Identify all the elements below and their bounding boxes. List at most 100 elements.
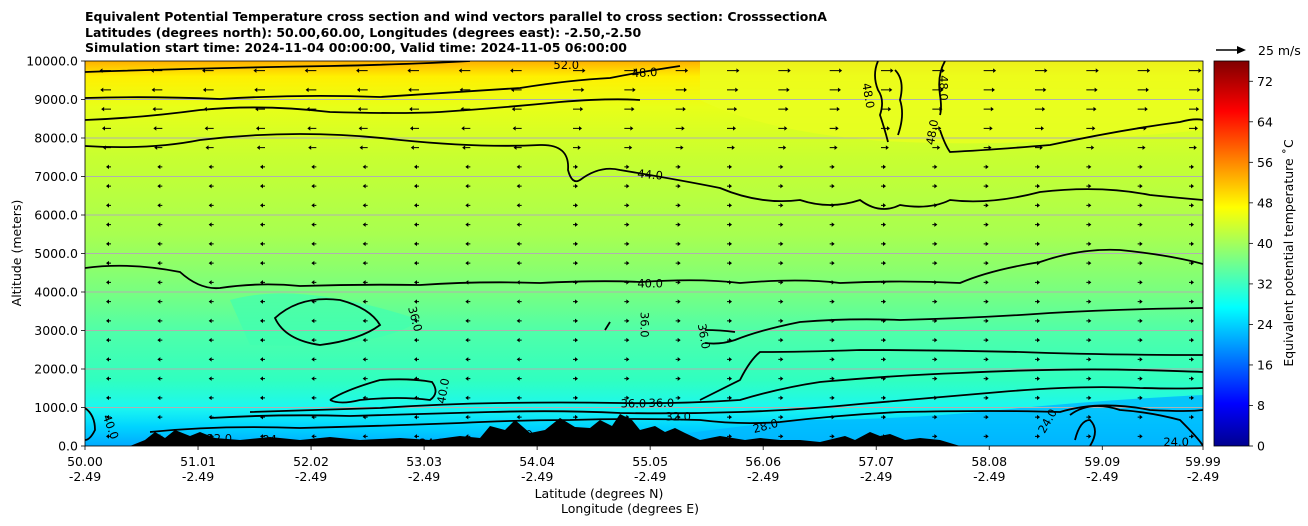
x-tick-label-lat: 59.99 (1185, 454, 1221, 469)
wind-vector-head (106, 337, 109, 343)
wind-vector-head (106, 164, 109, 170)
wind-vector-head (1088, 222, 1092, 227)
wind-vector-head (831, 183, 835, 189)
wind-vector-head (934, 414, 938, 420)
wind-vector-head (1037, 318, 1040, 324)
wind-vector-head (934, 183, 938, 189)
wind-vector-head (1037, 434, 1040, 439)
wind-vector-head (260, 376, 263, 381)
contour-48-east-c (938, 61, 946, 116)
wind-vector-head (208, 376, 212, 381)
wind-vector-head (729, 260, 732, 266)
wind-vector-head (157, 241, 161, 247)
wind-vector-head (883, 241, 886, 247)
wind-vector-head (1191, 434, 1194, 439)
contour-label: 40.0 (637, 277, 663, 291)
wind-vector-head (831, 357, 835, 362)
wind-vector-head (157, 395, 161, 401)
wind-vector-head (106, 241, 109, 247)
wind-vector-head (783, 145, 787, 150)
wind-vector-head (465, 241, 469, 247)
wind-vector-head (208, 337, 212, 343)
wind-vector-head (888, 106, 892, 112)
wind-vector-head (1191, 414, 1194, 420)
colorbar-tick-label: 48 (1257, 195, 1273, 210)
wind-vector-head (883, 183, 886, 189)
wind-vector-head (729, 357, 732, 362)
wind-vector-head (516, 299, 520, 304)
x-tick-label-lon: -2.49 (1086, 469, 1118, 484)
wind-vector-head (208, 164, 212, 170)
contour-32-surface (209, 386, 1203, 419)
wind-vector-head (1191, 241, 1194, 247)
wind-vector-head (260, 434, 263, 439)
wind-vector-head (677, 241, 681, 247)
wind-vector-head (208, 357, 212, 362)
wind-vector-head (362, 222, 366, 227)
wind-vector-head (362, 260, 366, 266)
wind-vector-head (208, 280, 212, 285)
wind-vector-head (780, 164, 784, 170)
wind-vector-head (516, 318, 520, 324)
wind-vector-head (575, 318, 578, 324)
wind-vector-head (831, 395, 835, 401)
wind-vector-head (465, 357, 469, 362)
wind-vector-head (1139, 376, 1143, 381)
wind-vector-head (157, 299, 161, 304)
wind-vector-head (1139, 414, 1143, 420)
contour-label: 24.0 (1163, 435, 1189, 449)
wind-vector-head (883, 260, 886, 266)
wind-vector-head (414, 414, 417, 420)
wind-vector-head (157, 260, 161, 266)
x-tick-label-lon: -2.49 (973, 469, 1005, 484)
wind-vector-head (1092, 126, 1096, 131)
wind-vector-head (632, 87, 636, 93)
wind-vector-head (831, 337, 835, 343)
wind-vector-head (890, 68, 894, 73)
wind-vector-head (677, 183, 681, 189)
wind-vector-head (677, 260, 681, 266)
wind-vector-head (157, 164, 161, 170)
contour-label: 48.0 (936, 75, 950, 101)
wind-vector-head (1191, 395, 1194, 401)
wind-vector-head (937, 145, 941, 150)
title-line-3: Simulation start time: 2024-11-04 00:00:… (85, 40, 627, 55)
wind-vector-head (512, 126, 516, 131)
wind-vector-head (941, 68, 945, 73)
wind-vector-head (575, 395, 578, 401)
wind-vector-head (465, 414, 469, 420)
wind-vector-head (205, 145, 209, 150)
contour-24-east-loop (1069, 405, 1203, 446)
wind-vector-head (106, 318, 109, 324)
contour-48-east-b (894, 69, 903, 136)
wind-vector-head (934, 299, 938, 304)
wind-vector-head (516, 337, 520, 343)
wind-vector-head (408, 87, 412, 93)
wind-vector-head (1037, 395, 1040, 401)
x-tick-label-lat: 59.09 (1084, 454, 1120, 469)
contour-36-lower (704, 329, 736, 333)
wind-vector-head (831, 299, 835, 304)
wind-vector-head (575, 337, 578, 343)
wind-vector-head (414, 203, 417, 208)
wind-vector-head (831, 164, 835, 170)
wind-vector-head (883, 203, 886, 208)
x-tick-label-lat: 57.07 (858, 454, 894, 469)
wind-vector-head (582, 68, 586, 73)
wind-vector-head (626, 376, 630, 381)
wind-vector-head (102, 126, 105, 131)
wind-vector-head (516, 395, 520, 401)
wind-vector-head (1191, 376, 1194, 381)
x-tick-label-lat: 55.05 (632, 454, 668, 469)
wind-vector-head (577, 145, 581, 150)
wind-vector-head (260, 318, 263, 324)
wind-vector-head (1139, 241, 1143, 247)
wind-vector-head (1191, 357, 1194, 362)
x-tick-label-lat: 58.08 (971, 454, 1007, 469)
wind-vector-head (1088, 280, 1092, 285)
wind-vector-head (1139, 434, 1143, 439)
wind-vector-head (516, 260, 520, 266)
wind-vector-head (1088, 203, 1092, 208)
contour-48-east-a (874, 61, 889, 143)
y-tick-label: 3000.0 (34, 323, 78, 338)
